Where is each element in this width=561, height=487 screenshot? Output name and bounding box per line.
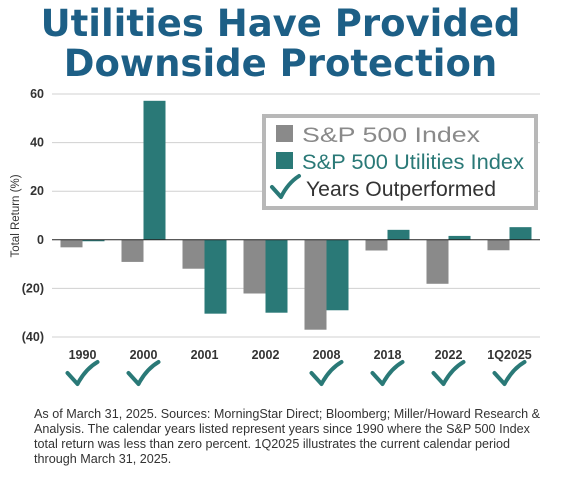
x-tick-label: 2002 — [252, 348, 280, 362]
y-axis-label: Total Return (%) — [10, 174, 22, 257]
y-tick-label: (20) — [22, 281, 44, 295]
check-mark-icon — [309, 360, 344, 386]
x-tick-label: 2000 — [130, 348, 158, 362]
footnote: As of March 31, 2025. Sources: MorningSt… — [34, 407, 541, 466]
bar-sp500-2002 — [243, 239, 266, 294]
legend-swatch-sp500 — [276, 125, 293, 142]
bar-utilities-2022 — [448, 235, 471, 240]
x-tick-label: 2018 — [374, 348, 402, 362]
bar-utilities-2018 — [387, 229, 410, 240]
legend-label-outperformed: Years Outperformed — [306, 178, 496, 201]
title-line-1: Utilities Have Provided — [40, 2, 521, 45]
y-tick-label: (40) — [22, 330, 44, 344]
x-tick-label: 2008 — [313, 348, 341, 362]
bar-utilities-2008 — [326, 239, 349, 311]
legend-box — [262, 114, 538, 210]
outperformed-checks — [65, 360, 527, 386]
y-tick-label: 0 — [37, 233, 44, 247]
bar-sp500-2022 — [426, 239, 449, 284]
check-mark-icon — [370, 360, 405, 386]
bar-utilities-2002 — [265, 239, 288, 313]
bar-utilities-1990 — [82, 239, 105, 242]
check-mark-icon — [126, 360, 161, 386]
legend-label-utilities: S&P 500 Utilities Index — [302, 151, 525, 174]
legend-swatch-utilities — [276, 152, 293, 169]
y-tick-label: 40 — [30, 136, 44, 150]
y-axis-ticks: 60 40 20 0 (20) (40) — [22, 87, 44, 344]
x-tick-label: 2001 — [191, 348, 219, 362]
bar-sp500-2000 — [121, 239, 144, 262]
legend: S&P 500 Index S&P 500 Utilities Index Ye… — [262, 114, 538, 210]
title-line-2: Downside Protection — [63, 42, 498, 85]
x-tick-label: 1990 — [69, 348, 97, 362]
check-mark-icon — [431, 360, 466, 386]
bar-utilities-1Q2025 — [509, 227, 532, 240]
bar-chart: 60 40 20 0 (20) (40) 1990 2000 2001 2002 2008 2018… — [10, 87, 540, 386]
x-tick-label: 2022 — [435, 348, 463, 362]
bars-layer — [60, 100, 532, 330]
check-mark-icon — [65, 360, 100, 386]
bar-sp500-2001 — [182, 239, 205, 269]
x-tick-label: 1Q2025 — [487, 348, 532, 362]
bar-sp500-1Q2025 — [487, 239, 510, 251]
y-tick-label: 60 — [30, 87, 44, 101]
x-axis-labels: 1990 2000 2001 2002 2008 2018 2022 1Q2025 — [69, 348, 532, 362]
bar-sp500-2018 — [365, 239, 388, 251]
bar-utilities-2001 — [204, 239, 227, 314]
check-mark-icon — [492, 360, 527, 386]
bar-sp500-1990 — [60, 239, 83, 248]
chart-title: Utilities Have Provided Downside Protect… — [0, 4, 561, 84]
bar-sp500-2008 — [304, 239, 327, 330]
check-mark-icon — [270, 174, 301, 199]
bar-utilities-2000 — [143, 100, 166, 240]
legend-label-sp500: S&P 500 Index — [302, 124, 481, 147]
y-tick-label: 20 — [30, 184, 44, 198]
